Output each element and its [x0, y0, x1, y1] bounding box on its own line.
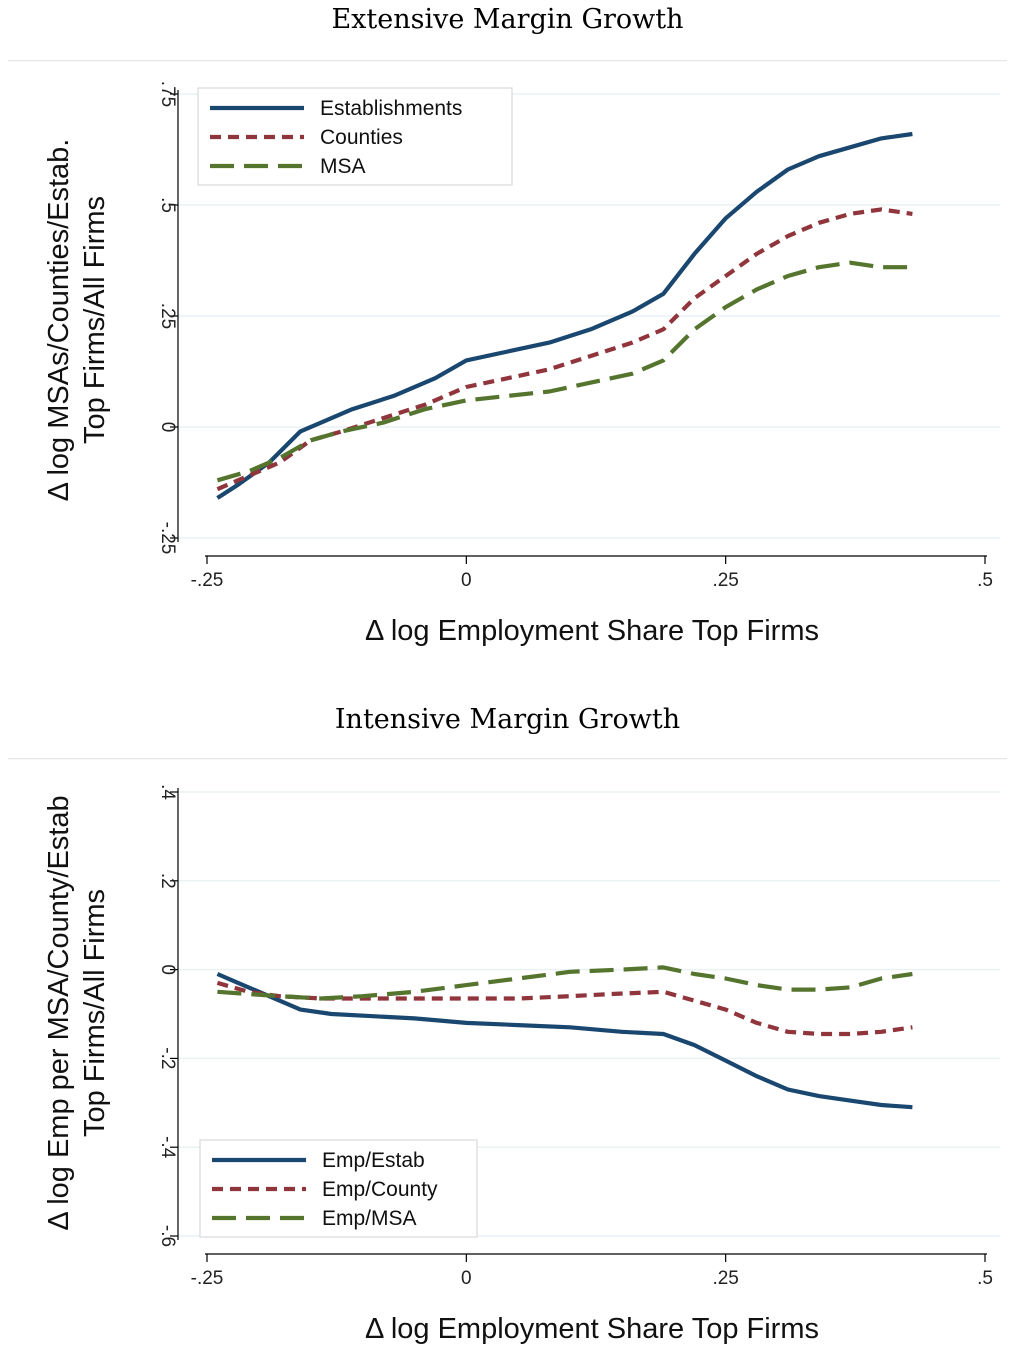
x-tick-label: .5: [977, 570, 993, 591]
y-tick-label: .75: [157, 81, 178, 107]
x-axis-title: Δ log Employment Share Top Firms: [365, 1313, 819, 1345]
y-tick-label: .4: [157, 784, 178, 800]
series-line: [216, 131, 913, 500]
y-tick-label: .2: [157, 873, 178, 889]
legend-label: Counties: [320, 126, 403, 149]
legend-label: Establishments: [320, 97, 462, 120]
y-axis-title: Top Firms/All Firms: [79, 889, 111, 1137]
legend-label: Emp/Estab: [322, 1149, 425, 1172]
intensive-margin-chart: -.6 -.4 -.2 0 .2 .4 -.25 0 .25 .5 Δ log Employment…: [8, 758, 1007, 1345]
series-line: [216, 260, 913, 483]
y-tick-label: -.2: [157, 1047, 178, 1069]
x-tick-label: 0: [461, 1268, 472, 1289]
series-line: [217, 965, 913, 1001]
series-line: [216, 207, 913, 492]
legend-label: Emp/County: [322, 1178, 438, 1201]
x-tick-label: .25: [712, 1268, 738, 1289]
y-tick-label: 0: [157, 964, 178, 975]
legend-label: MSA: [320, 155, 366, 178]
chart-title: Extensive Margin Growth: [331, 4, 684, 35]
y-axis-title: Top Firms/All Firms: [79, 196, 111, 444]
chart-title: Intensive Margin Growth: [334, 704, 681, 735]
x-tick-label: .5: [977, 1268, 993, 1289]
series-line: [216, 972, 913, 1110]
x-tick-label: -.25: [191, 1268, 224, 1289]
y-tick-label: -.25: [157, 522, 178, 555]
y-tick-label: 0: [157, 422, 178, 433]
y-axis-title: Δ log MSAs/Counties/Estab.: [43, 139, 75, 502]
y-tick-label: .25: [157, 303, 178, 329]
x-tick-label: .25: [712, 570, 738, 591]
legend: [199, 1139, 478, 1238]
extensive-margin-chart: -.25 0 .25 .5 .75 -.25 0 .25 .5 Δ log Employment …: [8, 60, 1007, 647]
legend: [197, 87, 513, 186]
y-tick-label: -.4: [157, 1136, 178, 1159]
x-tick-label: -.25: [191, 570, 224, 591]
legend-label: Emp/MSA: [322, 1207, 417, 1230]
y-tick-label: .5: [157, 197, 178, 213]
x-tick-label: 0: [461, 570, 472, 591]
y-axis-title: Δ log Emp per MSA/County/Estab: [43, 795, 75, 1230]
y-tick-label: -.6: [157, 1225, 178, 1247]
x-axis-title: Δ log Employment Share Top Firms: [365, 615, 819, 647]
